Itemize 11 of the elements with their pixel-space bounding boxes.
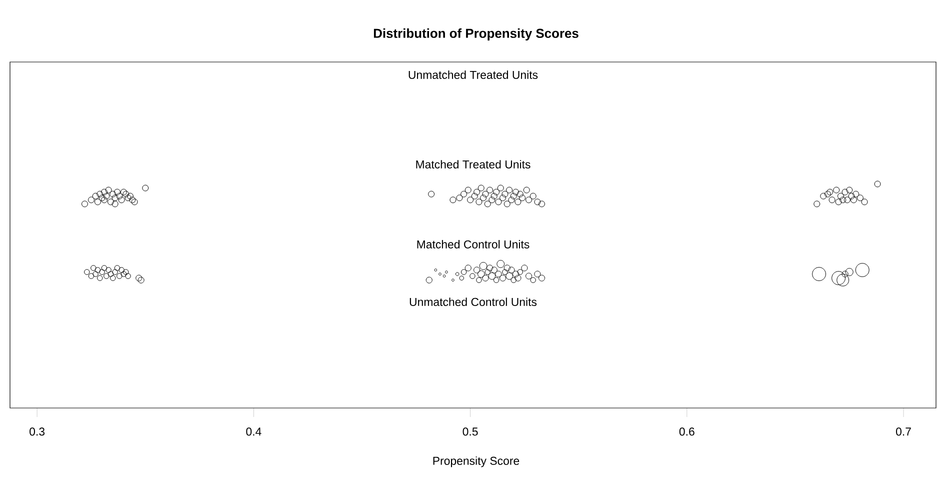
- x-axis-title: Propensity Score: [433, 456, 520, 468]
- series-label: Matched Treated Units: [416, 160, 530, 168]
- series-label: Matched Control Units: [417, 240, 530, 248]
- x-tick-label: 0.6: [679, 428, 694, 436]
- text: Unmatched Treated Units: [408, 70, 538, 79]
- chart-title: Distribution of Propensity Scores: [374, 28, 578, 40]
- x-tick-label: 0.3: [30, 428, 45, 436]
- x-tick-label: 0.7: [896, 428, 911, 436]
- x-tick-label: 0.4: [246, 428, 262, 436]
- annotation: Unmatched Control Units: [410, 298, 537, 306]
- x-tick-label: 0.5: [462, 428, 478, 436]
